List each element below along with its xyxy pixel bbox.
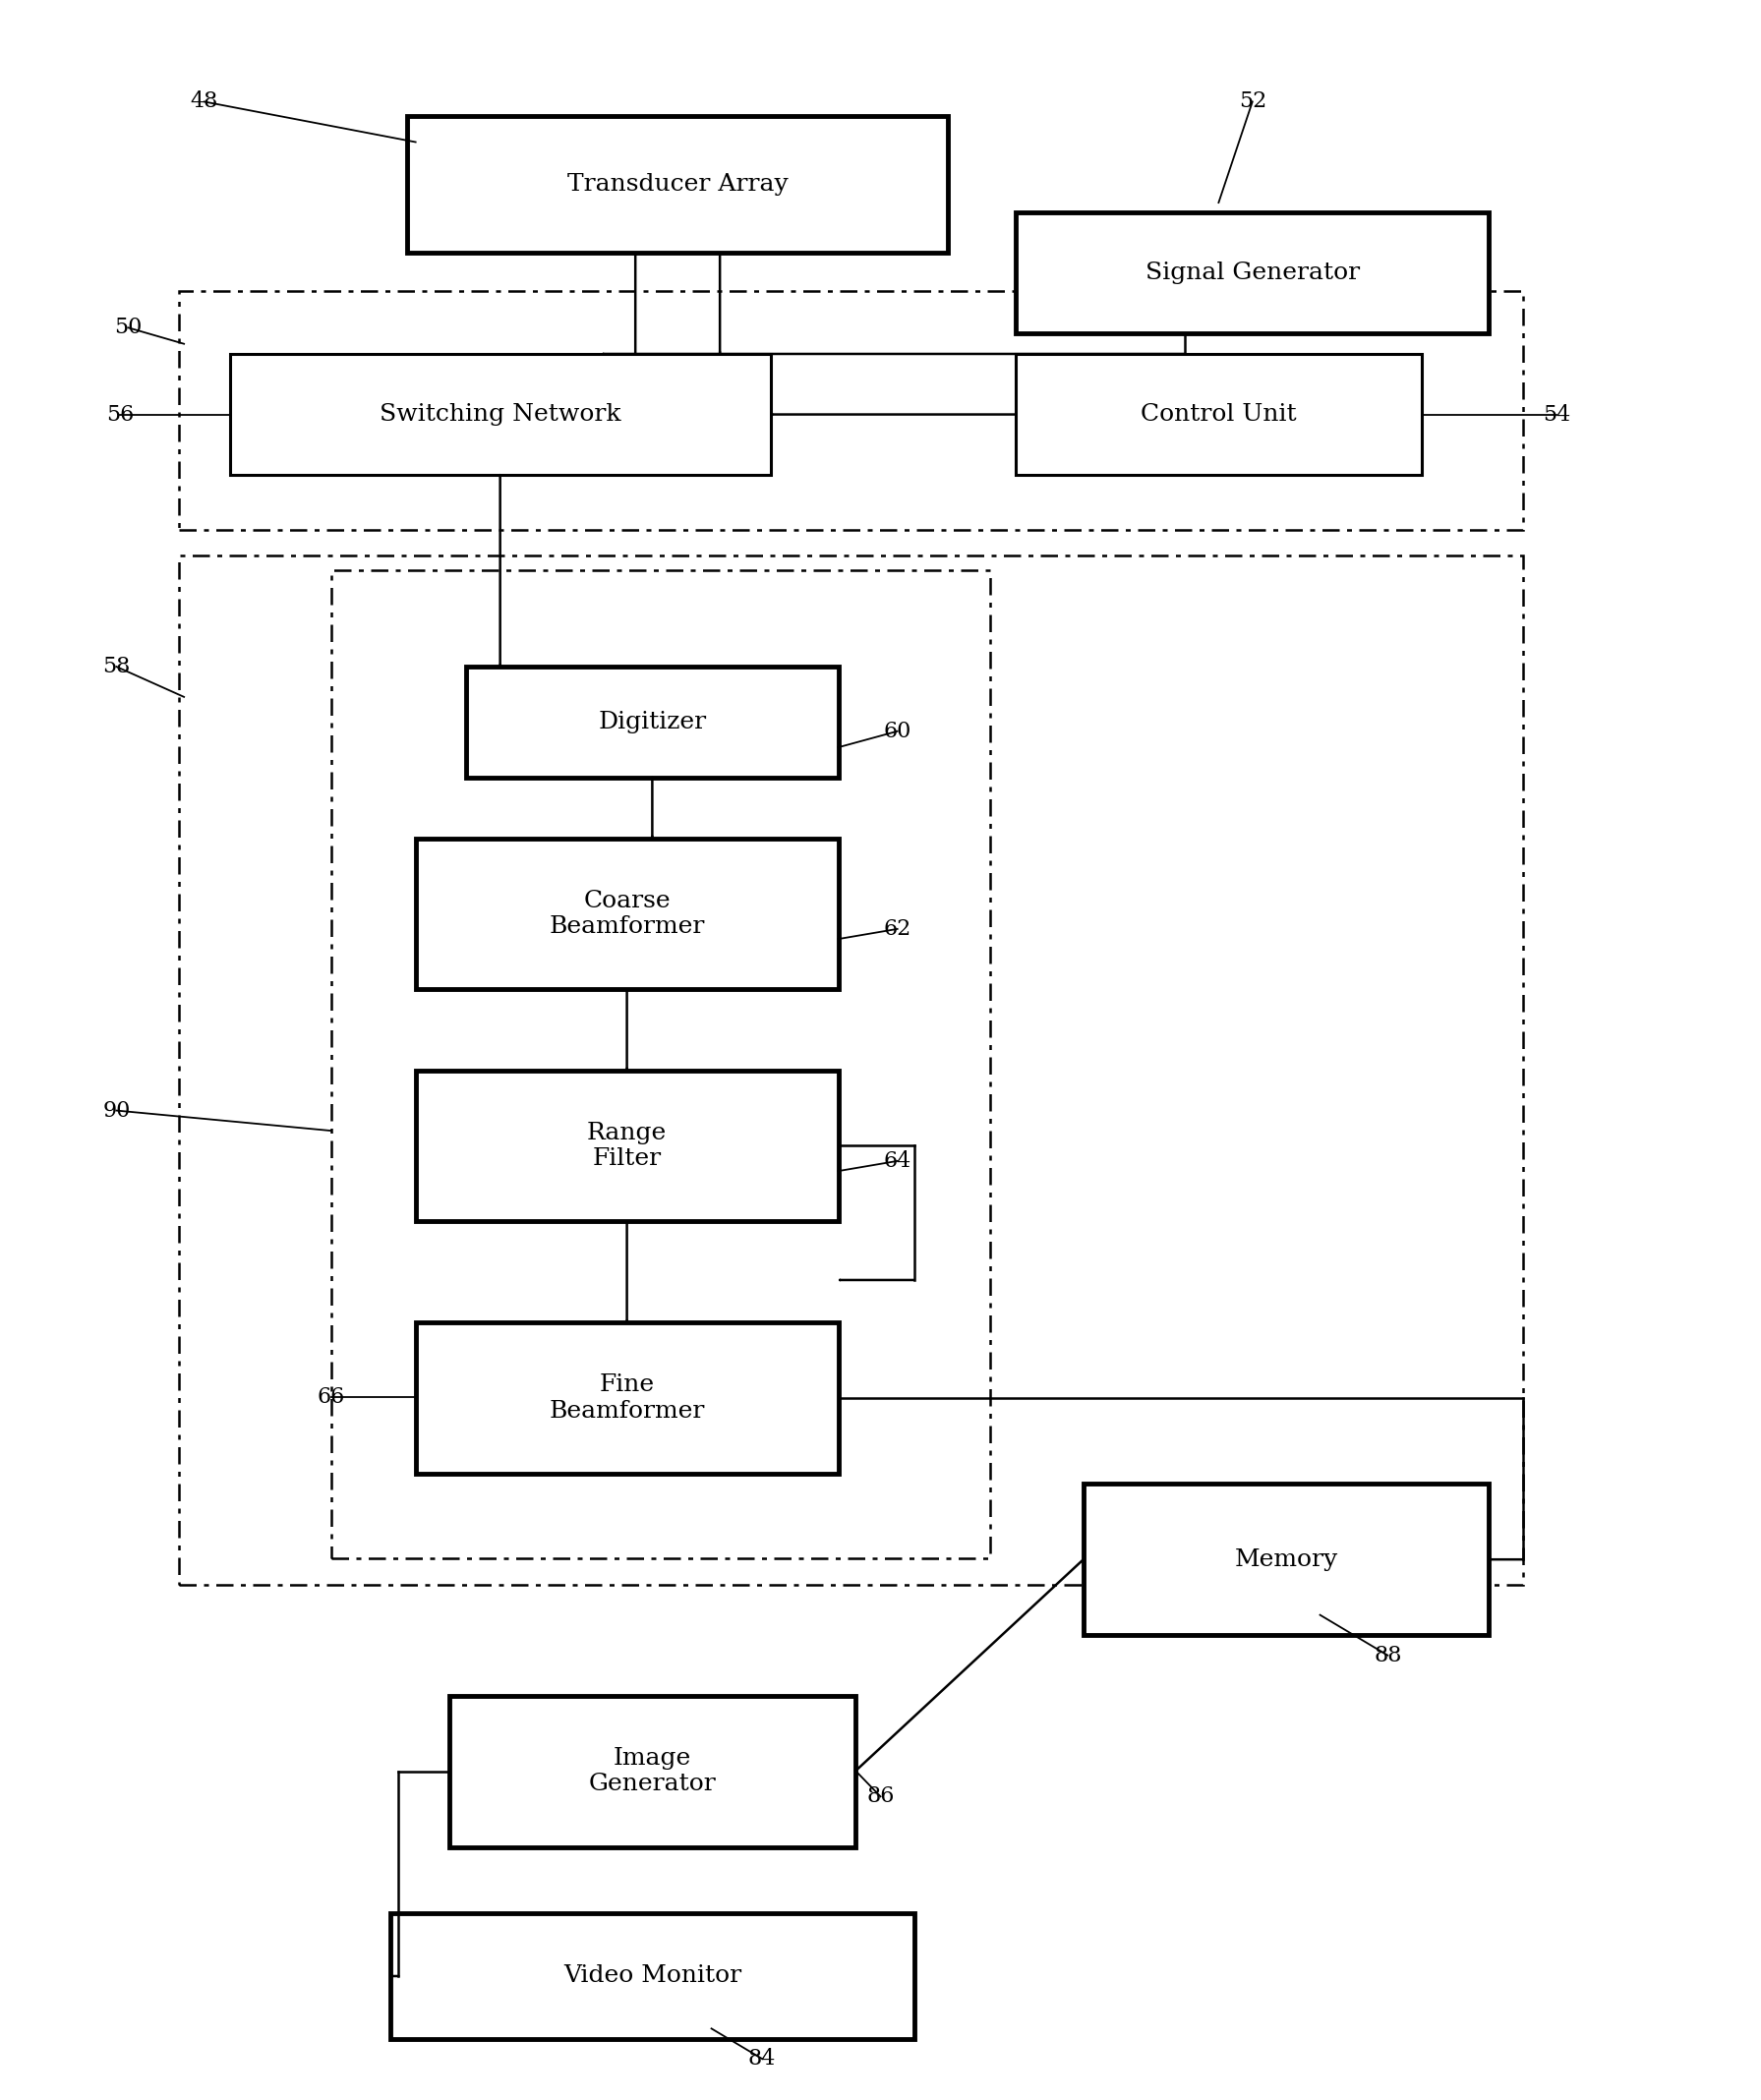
Text: 60: 60 — [884, 720, 912, 741]
Bar — [331, 569, 990, 1558]
Text: Range
Filter: Range Filter — [586, 1121, 667, 1170]
Bar — [1016, 355, 1421, 475]
Text: 90: 90 — [102, 1100, 130, 1121]
Text: 50: 50 — [114, 317, 143, 338]
Text: Digitizer: Digitizer — [599, 710, 706, 733]
Text: Coarse
Beamformer: Coarse Beamformer — [549, 890, 704, 939]
Text: Memory: Memory — [1234, 1548, 1338, 1571]
Text: Image
Generator: Image Generator — [588, 1747, 717, 1795]
Text: 58: 58 — [102, 655, 130, 678]
Text: 54: 54 — [1543, 403, 1571, 426]
Bar — [416, 1323, 838, 1474]
Bar — [416, 838, 838, 989]
Text: 86: 86 — [866, 1785, 895, 1808]
Text: Transducer Array: Transducer Array — [567, 172, 789, 195]
Text: 56: 56 — [106, 403, 134, 426]
Text: 66: 66 — [317, 1386, 345, 1407]
Text: 84: 84 — [748, 2047, 777, 2071]
Text: Switching Network: Switching Network — [379, 403, 622, 426]
Text: Fine
Beamformer: Fine Beamformer — [549, 1373, 704, 1422]
Text: Video Monitor: Video Monitor — [564, 1966, 741, 1987]
Bar — [1016, 212, 1490, 334]
Text: Signal Generator: Signal Generator — [1145, 262, 1359, 284]
Bar — [416, 1071, 838, 1222]
Text: 48: 48 — [190, 90, 218, 113]
Bar — [180, 556, 1523, 1585]
Text: 64: 64 — [884, 1151, 910, 1172]
Bar — [1083, 1485, 1490, 1636]
Bar — [391, 1913, 914, 2039]
Bar — [180, 292, 1523, 529]
Text: 88: 88 — [1374, 1644, 1402, 1665]
Bar — [229, 355, 771, 475]
Bar — [467, 666, 838, 777]
Bar — [449, 1695, 856, 1848]
Text: 52: 52 — [1238, 90, 1266, 113]
Text: Control Unit: Control Unit — [1141, 403, 1296, 426]
Text: 62: 62 — [884, 918, 910, 941]
Bar — [407, 116, 947, 252]
